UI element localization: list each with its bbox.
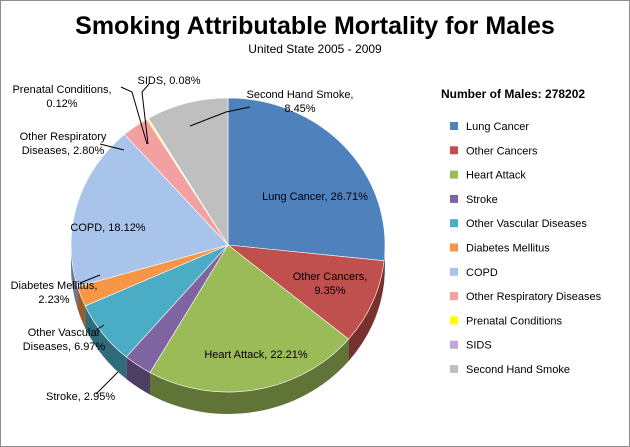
chart-title: Smoking Attributable Mortality for Males (75, 12, 555, 40)
pie-side-stroke (126, 356, 150, 395)
legend-label-other-respiratory-diseases: Other Respiratory Diseases (466, 291, 602, 303)
legend-swatch-other-respiratory-diseases (450, 292, 458, 301)
legend-swatch-diabetes-mellitus (450, 243, 458, 252)
pie-slice-copd (70, 134, 229, 287)
leader-line-other-respiratory-diseases (99, 143, 125, 151)
legend-swatch-other-cancers (450, 146, 458, 155)
legend-swatch-copd (450, 267, 458, 276)
pie-slices (70, 97, 386, 393)
leader-line-prenatal-conditions (120, 86, 148, 145)
legend-swatch-prenatal-conditions (450, 316, 458, 325)
legend-label-prenatal-conditions: Prenatal Conditions (466, 315, 563, 327)
pie-labels: Lung Cancer, 26.71% Other Cancers, 9.35% He… (11, 75, 369, 403)
data-label-heart-attack: Heart Attack, 22.21% (204, 349, 308, 361)
legend-label-stroke: Stroke (466, 194, 498, 206)
legend-swatch-stroke (450, 194, 458, 203)
pie-side-heart-attack (149, 339, 349, 414)
data-label-second-hand-smoke: Second Hand Smoke, 8.45% (246, 89, 353, 115)
legend-swatch-second-hand-smoke (450, 365, 458, 373)
legend-title: Number of Males: 278202 (441, 87, 585, 101)
leader-line-second-hand-smoke (189, 106, 251, 127)
pie-slice-second-hand-smoke (148, 97, 229, 246)
data-label-copd: COPD, 18.12% (70, 222, 145, 234)
legend: Lung Cancer Other Cancers Heart Attack Stro… (450, 121, 602, 376)
leader-line-diabetes-mellitus (79, 274, 101, 284)
pie-side-diabetes-mellitus (77, 286, 86, 328)
data-label-other-cancers: Other Cancers, 9.35% (293, 271, 368, 297)
legend-label-other-cancers: Other Cancers (466, 145, 538, 157)
leader-line-sids (141, 83, 150, 145)
legend-label-heart-attack: Heart Attack (466, 170, 526, 182)
legend-label-sids: SIDS (466, 340, 492, 352)
leader-line-other-vascular-diseases (95, 324, 105, 331)
legend-label-other-vascular-diseases: Other Vascular Diseases (466, 218, 587, 230)
legend-swatch-heart-attack (450, 170, 458, 179)
data-label-stroke: Stroke, 2.95% (46, 391, 115, 403)
pie-slice-other-cancers (227, 244, 385, 340)
legend-label-lung-cancer: Lung Cancer (466, 121, 529, 133)
data-label-lung-cancer: Lung Cancer, 26.71% (262, 191, 368, 203)
pie-slice-heart-attack (149, 244, 349, 393)
legend-label-copd: COPD (466, 267, 498, 279)
data-label-other-respiratory-diseases: Other Respiratory Diseases, 2.80% (20, 131, 107, 157)
data-label-prenatal-conditions: Prenatal Conditions, 0.12% (12, 84, 111, 110)
chart-subtitle: United State 2005 - 2009 (248, 42, 382, 56)
pie-slice-lung-cancer (227, 97, 386, 262)
data-label-diabetes-mellitus: Diabetes Mellitus, 2.23% (11, 280, 98, 306)
data-label-other-vascular-diseases: Other Vascular Diseases, 6.97% (23, 327, 106, 353)
legend-swatch-other-vascular-diseases (450, 219, 458, 228)
legend-label-second-hand-smoke: Second Hand Smoke (466, 364, 570, 376)
legend-label-diabetes-mellitus: Diabetes Mellitus (466, 243, 550, 255)
leader-line-stroke (95, 371, 119, 395)
legend-swatch-sids (450, 340, 458, 349)
legend-swatch-lung-cancer (450, 122, 458, 130)
data-label-sids: SIDS, 0.08% (138, 75, 201, 87)
pie-side-copd (71, 245, 78, 309)
pie-side-other-cancers (348, 260, 385, 362)
